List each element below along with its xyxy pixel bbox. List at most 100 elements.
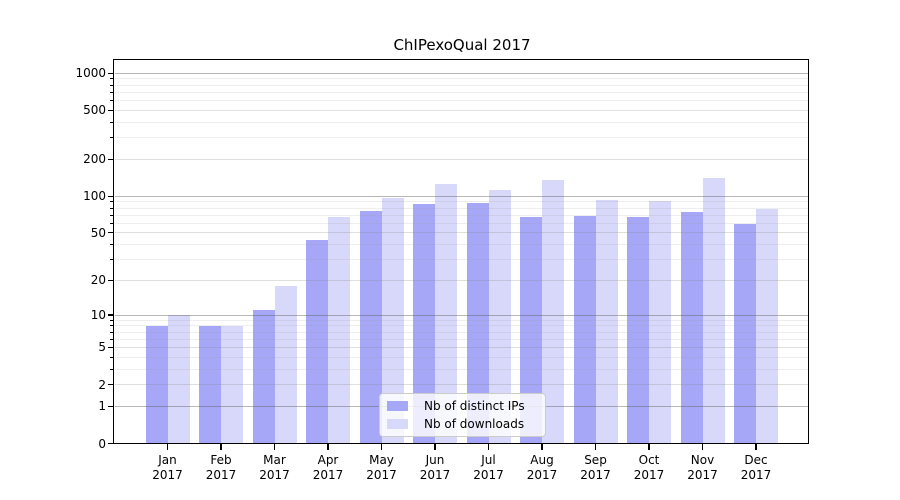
gridline (115, 314, 809, 316)
bar-distinct-ips (573, 215, 596, 444)
x-tick-label: Feb 2017 (190, 453, 252, 483)
x-tick-month: Mar (263, 452, 286, 467)
gridline (115, 325, 809, 327)
y-tick-label: 0 (98, 436, 106, 451)
gridline (115, 338, 809, 340)
bar-distinct-ips (413, 204, 435, 444)
legend-swatch-distinct-ips (387, 401, 408, 411)
bar-distinct-ips (466, 203, 489, 444)
bar-distinct-ips (680, 212, 703, 444)
x-tick-year: 2017 (259, 467, 290, 482)
bar-distinct-ips (520, 216, 542, 444)
y-minor-tick (110, 91, 114, 93)
y-tick-label: 200 (83, 152, 106, 167)
gridline (115, 100, 809, 102)
y-tick (107, 158, 114, 160)
bar-downloads (542, 179, 564, 444)
gridline (115, 356, 809, 358)
gridline (115, 244, 809, 246)
gridline (115, 232, 809, 234)
gridline (115, 195, 809, 197)
x-tick-label: May 2017 (351, 453, 413, 483)
y-tick (107, 346, 114, 349)
x-tick-month: Apr (317, 452, 339, 467)
y-minor-tick (110, 368, 114, 370)
y-tick-label: 2 (98, 377, 106, 392)
y-tick-label: 1 (98, 399, 106, 414)
gridline (115, 368, 809, 370)
gridline (115, 72, 809, 74)
chart-title: ChIPexoQual 2017 (393, 36, 531, 54)
x-tick (594, 443, 597, 450)
x-tick (648, 443, 650, 450)
gridline (115, 207, 809, 209)
x-tick (755, 443, 757, 450)
legend-label-distinct-ips: Nb of distinct IPs (424, 399, 525, 413)
x-tick-label: Jul 2017 (458, 453, 520, 483)
y-minor-tick (110, 78, 114, 80)
gridline (115, 222, 809, 224)
x-tick-label: Sep 2017 (565, 453, 627, 483)
bar-downloads (381, 197, 404, 444)
legend-swatch-downloads (387, 419, 408, 429)
bar-distinct-ips (145, 325, 168, 444)
y-minor-tick (110, 207, 114, 209)
gridline (115, 109, 809, 111)
x-tick-year: 2017 (312, 467, 344, 482)
x-tick-label: Mar 2017 (244, 453, 306, 483)
bar-downloads (328, 216, 350, 444)
x-tick (380, 443, 383, 450)
axes-spines (113, 59, 809, 444)
x-tick-year: 2017 (526, 467, 558, 482)
x-tick-month: Oct (638, 452, 660, 467)
bar-downloads (274, 285, 297, 444)
y-tick-label: 500 (83, 103, 106, 118)
y-tick-label: 5 (98, 340, 106, 355)
bar-downloads (702, 178, 725, 444)
bar-distinct-ips (252, 310, 275, 444)
x-tick (701, 443, 704, 450)
y-minor-tick (110, 259, 114, 260)
y-tick (107, 279, 114, 282)
x-tick-month: Jul (481, 452, 496, 467)
x-tick-month: Jan (158, 452, 177, 467)
x-tick-label: Oct 2017 (618, 453, 680, 483)
x-tick-year: 2017 (205, 467, 237, 482)
legend: Nb of distinct IPs Nb of downloads (379, 393, 546, 437)
y-tick-label: 20 (90, 273, 106, 288)
bar-downloads (595, 199, 618, 444)
x-tick (487, 443, 490, 450)
x-tick-label: Jan 2017 (137, 453, 199, 483)
bar-distinct-ips (627, 216, 649, 444)
legend-item-downloads: Nb of downloads (387, 417, 537, 431)
gridline (115, 331, 809, 333)
gridline (115, 121, 809, 123)
x-tick-year: 2017 (740, 467, 772, 482)
y-minor-tick (110, 356, 114, 358)
y-tick (107, 232, 114, 234)
x-tick-label: Jun 2017 (404, 453, 466, 483)
x-tick-label: Nov 2017 (672, 453, 734, 483)
gridline (115, 214, 809, 216)
gridline (115, 279, 809, 281)
gridline (115, 78, 809, 80)
y-tick (107, 442, 114, 445)
y-minor-tick (110, 325, 114, 327)
gridline (115, 158, 809, 160)
bar-downloads (435, 183, 457, 444)
y-tick-label: 100 (83, 189, 106, 204)
bar-downloads (167, 315, 190, 444)
gridline (115, 384, 809, 386)
bar-distinct-ips (199, 325, 221, 444)
y-minor-tick (110, 222, 114, 224)
x-tick-year: 2017 (687, 467, 718, 482)
x-tick-month: Dec (744, 452, 768, 467)
y-tick (107, 405, 114, 407)
x-tick (327, 443, 329, 450)
y-minor-tick (110, 100, 114, 102)
gridline (115, 137, 809, 139)
y-tick (107, 383, 114, 386)
x-tick-month: Aug (530, 452, 554, 467)
x-tick (220, 443, 222, 450)
x-tick-month: Sep (584, 452, 607, 467)
